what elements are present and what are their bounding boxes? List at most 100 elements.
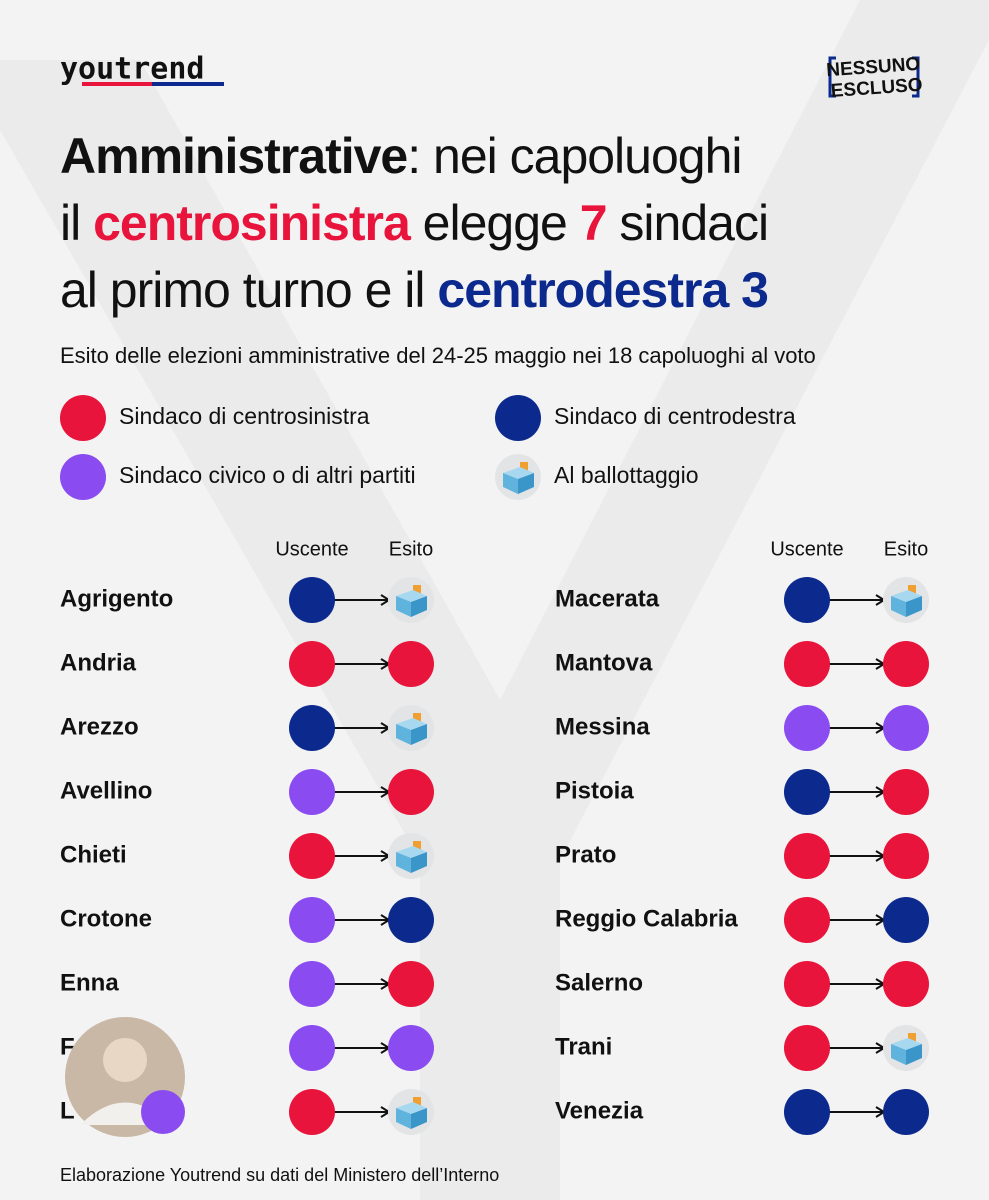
ballot-left (396, 724, 411, 745)
city-name: Avellino (60, 777, 152, 804)
title-line: il centrosinistra elegge 7 sindaci (60, 195, 768, 251)
status-dot (784, 961, 830, 1007)
ballot-icon (388, 833, 434, 879)
city-name: Reggio Calabria (555, 905, 738, 932)
status-dot (883, 1089, 929, 1135)
status-dot (289, 833, 335, 879)
status-dot (784, 1089, 830, 1135)
ballot-right (411, 1108, 427, 1129)
title-segment: 7 (580, 195, 607, 251)
status-dot (60, 454, 106, 500)
city-name: Crotone (60, 905, 152, 932)
status-dot (883, 961, 929, 1007)
city-name: Salerno (555, 969, 643, 996)
logo-underline (82, 82, 152, 86)
title-line: Amministrative: nei capoluoghi (60, 128, 742, 184)
column-header: Esito (884, 538, 928, 560)
ballot-icon (388, 705, 434, 751)
avatar-badge[interactable] (141, 1090, 185, 1134)
footer: Elaborazione Youtrend su dati del Minist… (60, 1165, 499, 1185)
city-name: Mantova (555, 649, 653, 676)
city-name: Chieti (60, 841, 127, 868)
ballot-top (503, 467, 534, 479)
legend: Sindaco di centrosinistra Sindaco di cent… (60, 395, 796, 500)
ballot-left (396, 1108, 411, 1129)
legend-label: Sindaco di centrosinistra (119, 403, 370, 429)
status-dot (784, 769, 830, 815)
status-dot (388, 641, 434, 687)
table: Uscente Esito Agrigento Andria Arezzo Avellin… (60, 538, 929, 1135)
status-dot (883, 833, 929, 879)
title-line: al primo turno e il centrodestra 3 (60, 262, 768, 318)
city-name: Prato (555, 841, 616, 868)
status-dot (289, 897, 335, 943)
city-name: Venezia (555, 1097, 644, 1124)
title-segment: centrodestra 3 (437, 262, 768, 318)
legend-label: Sindaco civico o di altri partiti (119, 462, 416, 488)
ballot-top (396, 846, 427, 858)
ballot-slip (908, 1033, 916, 1045)
status-dot (495, 395, 541, 441)
column-header: Esito (389, 538, 433, 560)
status-dot (289, 769, 335, 815)
city-name: Agrigento (60, 585, 173, 612)
ballot-right (411, 852, 427, 873)
ballot-icon (883, 577, 929, 623)
ballot-top (891, 590, 922, 602)
status-dot (784, 577, 830, 623)
status-dot (883, 705, 929, 751)
status-dot (784, 897, 830, 943)
status-dot (883, 769, 929, 815)
title: Amministrative: nei capoluoghi il centros… (60, 128, 769, 318)
legend-label: Sindaco di centrodestra (554, 403, 796, 429)
city-name: Trani (555, 1033, 612, 1060)
ballot-top (396, 590, 427, 602)
ballot-top (891, 1038, 922, 1050)
title-segment: elegge (410, 195, 580, 251)
status-dot (784, 641, 830, 687)
title-segment: Amministrative (60, 128, 407, 184)
status-dot (289, 641, 335, 687)
city-name: Pistoia (555, 777, 634, 804)
ballot-icon (495, 454, 541, 500)
city-name: Andria (60, 649, 137, 676)
status-dot (883, 897, 929, 943)
ballot-slip (413, 713, 421, 725)
ballot-slip (520, 462, 528, 474)
title-segment: : nei capoluoghi (407, 128, 741, 184)
ballot-right (906, 1044, 922, 1065)
ballot-icon (388, 1089, 434, 1135)
ballot-right (411, 724, 427, 745)
city-name: Macerata (555, 585, 660, 612)
status-dot (784, 705, 830, 751)
avatar-overlay (65, 1017, 185, 1137)
column-header: Uscente (275, 538, 348, 560)
status-dot (289, 1025, 335, 1071)
badge-bracket (828, 56, 920, 98)
status-dot (784, 833, 830, 879)
status-dot (289, 577, 335, 623)
status-dot (289, 961, 335, 1007)
ballot-slip (413, 841, 421, 853)
ballot-right (518, 473, 534, 494)
ballot-right (411, 596, 427, 617)
city-name: Arezzo (60, 713, 139, 740)
title-segment: al primo turno e il (60, 262, 437, 318)
ballot-left (396, 852, 411, 873)
status-dot (289, 1089, 335, 1135)
ballot-icon (883, 1025, 929, 1071)
ballot-left (503, 473, 518, 494)
status-dot (388, 1025, 434, 1071)
status-dot (388, 769, 434, 815)
legend-label: Al ballottaggio (554, 462, 699, 488)
status-dot (883, 641, 929, 687)
ballot-left (891, 596, 906, 617)
title-segment: il (60, 195, 93, 251)
title-segment: sindaci (607, 195, 769, 251)
ballot-top (396, 1102, 427, 1114)
ballot-slip (413, 1097, 421, 1109)
ballot-slip (908, 585, 916, 597)
ballot-slip (413, 585, 421, 597)
logo-underline (152, 82, 224, 86)
